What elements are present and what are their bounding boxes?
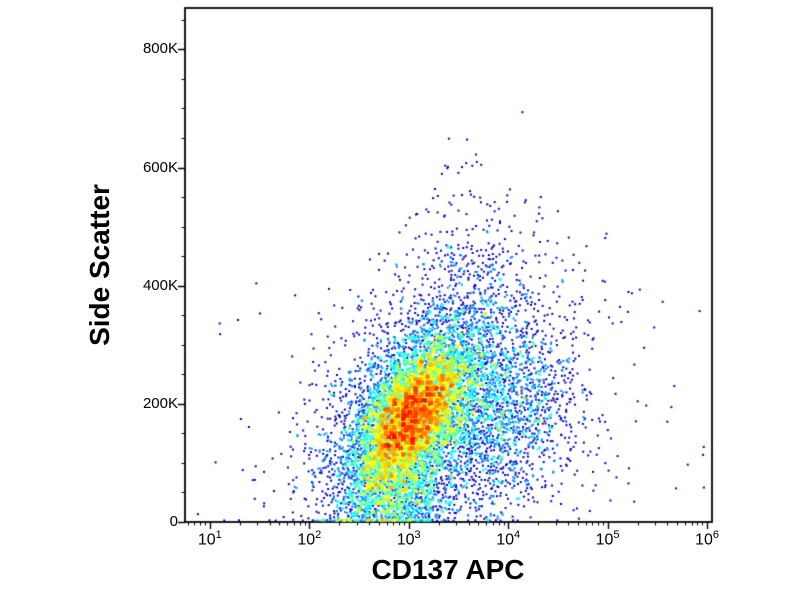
- y-tick-label: 400K: [142, 276, 178, 294]
- x-tick-label: 106: [695, 529, 719, 549]
- x-tick-label: 101: [197, 529, 222, 549]
- y-axis-label: Side Scatter: [84, 184, 115, 346]
- x-tick-label: 105: [595, 529, 620, 549]
- x-tick-label: 102: [297, 529, 322, 549]
- y-tick-label: 0: [169, 513, 178, 531]
- y-tick-label: 800K: [142, 40, 178, 58]
- y-tick-label: 200K: [142, 394, 178, 412]
- x-tick-label: 104: [496, 529, 521, 549]
- y-tick-label: 600K: [142, 158, 178, 176]
- x-tick-label: 103: [396, 529, 421, 549]
- x-axis-label: CD137 APC: [371, 554, 525, 585]
